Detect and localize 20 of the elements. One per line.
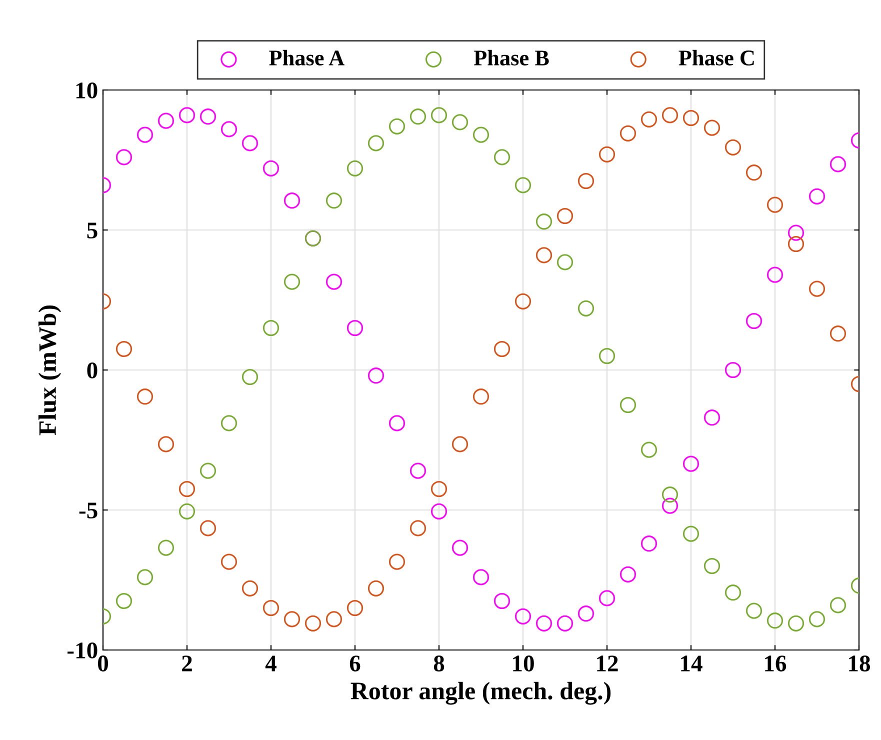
x-tick-label: 10 [513, 656, 534, 672]
y-tick-label: 0 [87, 362, 98, 378]
x-tick-label: 2 [182, 656, 192, 672]
x-tick-label: 14 [681, 656, 702, 672]
x-tick-label: 16 [765, 656, 786, 672]
x-tick-label: 18 [849, 656, 870, 672]
y-tick-label: 5 [87, 222, 98, 238]
x-tick-label: 4 [265, 656, 276, 672]
legend-label: Phase A [269, 50, 344, 66]
y-tick-label: -5 [79, 502, 98, 518]
legend-label: Phase B [474, 50, 549, 66]
y-tick-label: 10 [76, 82, 98, 98]
x-tick-label: 0 [98, 656, 108, 672]
x-axis-title: Rotor angle (mech. deg.) [350, 682, 611, 705]
y-axis-title: Flux (mWb) [38, 305, 62, 436]
x-tick-label: 8 [434, 656, 444, 672]
y-tick-label: -10 [68, 642, 98, 658]
legend-label: Phase C [678, 50, 754, 66]
x-tick-label: 6 [350, 656, 360, 672]
x-tick-label: 12 [597, 656, 618, 672]
